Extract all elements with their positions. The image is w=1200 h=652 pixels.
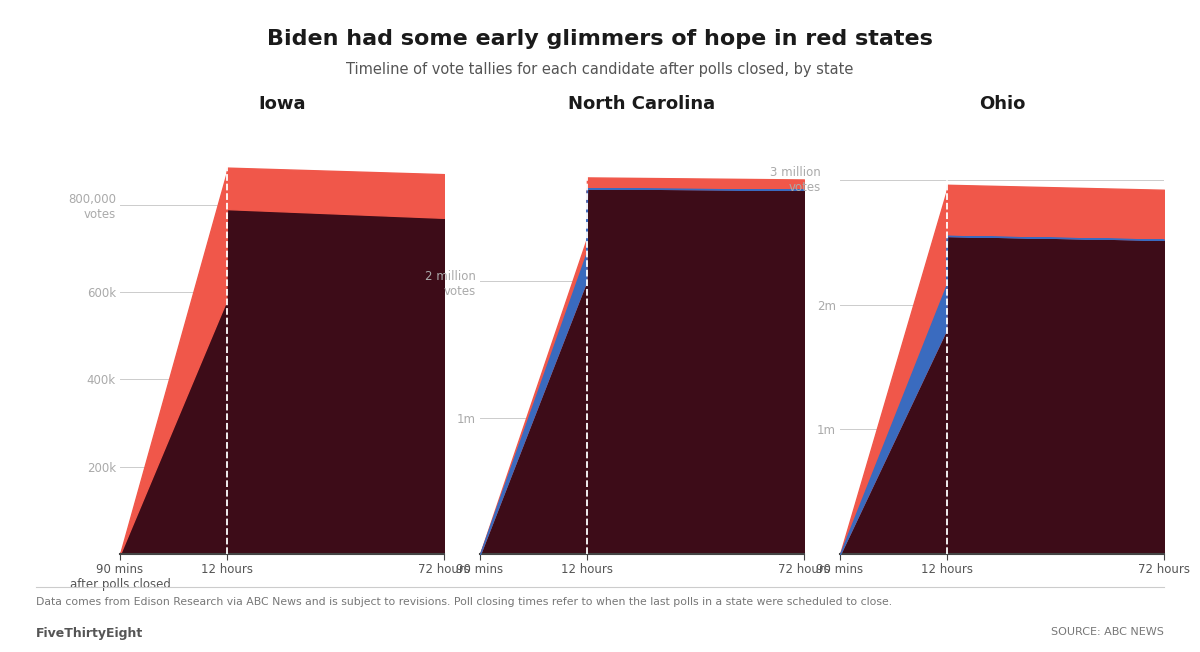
Text: 3 million
votes: 3 million votes — [770, 166, 821, 194]
Text: FiveThirtyEight: FiveThirtyEight — [36, 627, 143, 640]
Title: North Carolina: North Carolina — [569, 95, 715, 113]
Text: SOURCE: ABC NEWS: SOURCE: ABC NEWS — [1051, 627, 1164, 637]
Text: Timeline of vote tallies for each candidate after polls closed, by state: Timeline of vote tallies for each candid… — [347, 62, 853, 77]
Title: Iowa: Iowa — [258, 95, 306, 113]
Title: Ohio: Ohio — [979, 95, 1025, 113]
Text: Data comes from Edison Research via ABC News and is subject to revisions. Poll c: Data comes from Edison Research via ABC … — [36, 597, 892, 606]
Text: Biden had some early glimmers of hope in red states: Biden had some early glimmers of hope in… — [268, 29, 932, 50]
